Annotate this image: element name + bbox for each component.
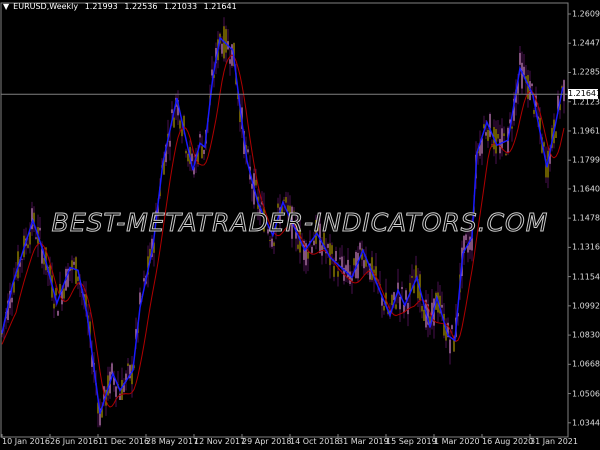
time-tick-label: 31 Mar 2019 [338,437,389,446]
slow-ma-line [1,54,565,408]
time-tick-label: 16 Aug 2020 [482,437,534,446]
price-tick-label: 1.21230 [572,97,600,107]
time-tick-label: 26 Jun 2016 [50,437,99,446]
price-tick-label: 1.24470 [572,38,600,48]
current-price-label: 1.21641 [568,89,600,100]
time-tick-label: 29 Apr 2018 [242,437,292,446]
time-tick-label: 28 May 2017 [146,437,199,446]
price-tick-label: 1.05060 [572,389,600,399]
chart-header: ▼ EURUSD,Weekly 1.21993 1.22536 1.21033 1… [3,2,241,11]
price-tick-label: 1.09920 [572,301,600,311]
price-tick-label: 1.14780 [572,213,600,223]
time-tick-label: 15 Sep 2019 [386,437,437,446]
price-tick-label: 1.19610 [572,126,600,136]
open-value: 1.21993 [84,2,118,11]
price-tick-label: 1.11540 [572,272,600,282]
price-tick-label: 1.17990 [572,155,600,165]
price-tick-label: 1.06680 [572,359,600,369]
price-tick-label: 1.26090 [572,9,600,19]
low-value: 1.21033 [163,2,198,11]
close-value: 1.21641 [203,2,237,11]
axis-ticks [1,13,571,438]
high-value: 1.22536 [124,2,158,11]
time-tick-label: 1 Mar 2020 [434,437,480,446]
price-tick-label: 1.22850 [572,67,600,77]
price-tick-label: 1.03440 [572,418,600,428]
watermark: BEST-METATRADER-INDICATORS.COM [51,208,549,238]
symbol-label: EURUSD,Weekly [13,2,79,11]
price-tick-label: 1.13160 [572,242,600,252]
time-tick-label: 10 Jan 2016 [2,437,50,446]
time-tick-label: 14 Oct 2018 [290,437,340,446]
time-tick-label: 12 Nov 2017 [194,437,246,446]
plot-frame [0,2,569,438]
time-tick-label: 31 Jan 2021 [530,437,578,446]
time-tick-label: 11 Dec 2016 [98,437,150,446]
price-tick-label: 1.08300 [572,330,600,340]
price-tick-label: 1.16400 [572,184,600,194]
fast-ma-line [1,36,564,414]
triangle-down-icon[interactable]: ▼ [3,2,10,11]
